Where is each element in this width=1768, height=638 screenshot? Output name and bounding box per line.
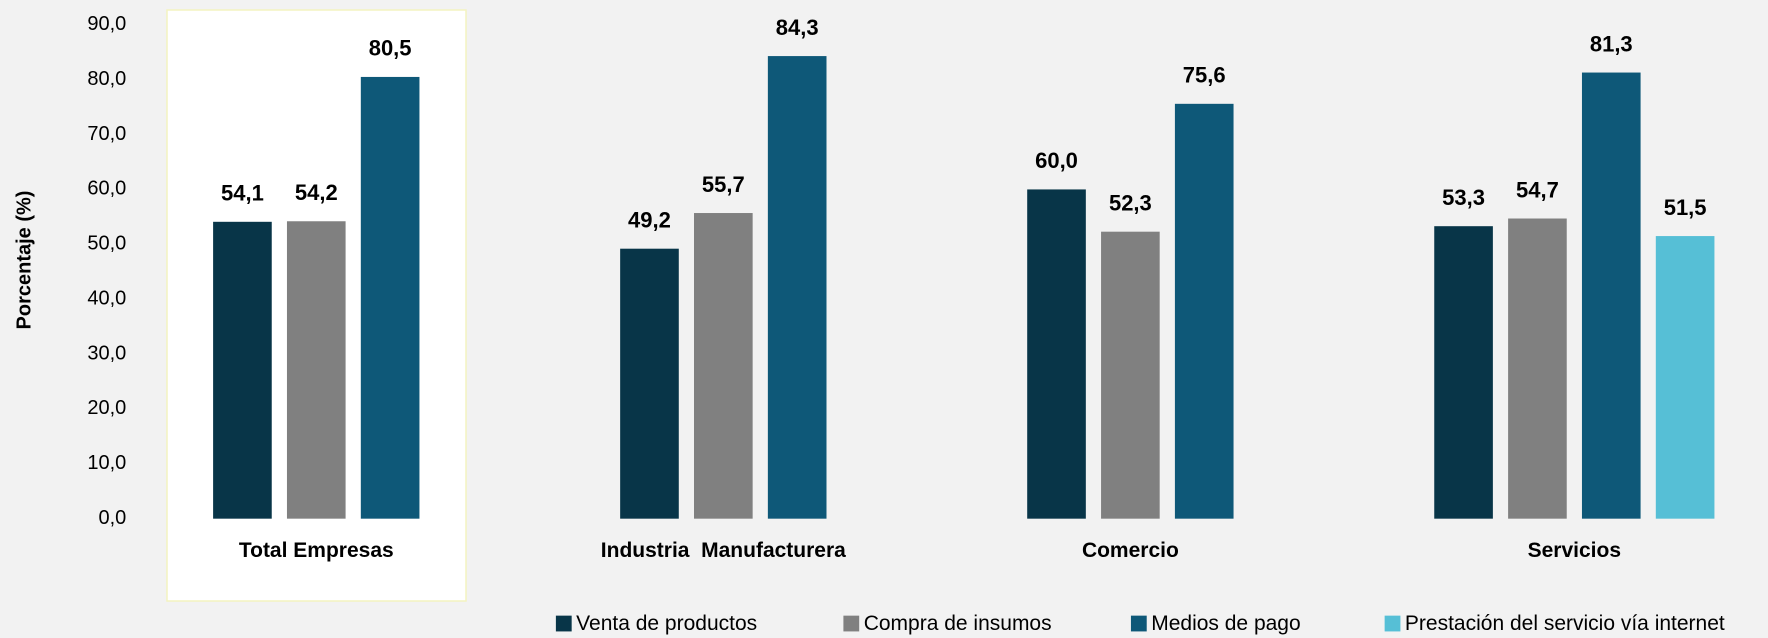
legend-label: Medios de pago [1151,612,1300,635]
value-label: 52,3 [1109,190,1152,215]
bar [1434,226,1493,519]
value-label: 54,7 [1516,177,1559,202]
legend-swatch [843,615,860,632]
legend-label: Prestación del servicio vía internet [1405,612,1725,635]
y-tick-label: 20,0 [87,397,126,419]
x-tick-label: Total Empresas [239,539,394,562]
bar [694,213,753,519]
bar [360,76,420,519]
x-tick-label: Industria Manufacturera [601,539,846,562]
bar [1174,103,1234,519]
x-tick-label: Servicios [1528,539,1621,562]
legend-label: Venta de productos [576,612,757,635]
bar [1655,236,1715,519]
bar [1581,72,1641,519]
value-label: 80,5 [369,36,412,61]
y-tick-label: 60,0 [87,178,126,200]
y-tick-label: 50,0 [87,233,126,255]
bar [286,221,346,519]
legend-swatch [555,615,572,632]
legend-label: Compra de insumos [864,612,1052,635]
y-tick-label: 40,0 [87,287,126,309]
value-label: 54,1 [221,181,264,206]
value-label: 55,7 [702,172,745,197]
bar [1027,189,1086,519]
legend-swatch [1384,615,1401,632]
bar [767,56,827,519]
value-label: 51,5 [1664,195,1707,220]
y-tick-label: 80,0 [87,68,126,90]
y-tick-label: 70,0 [87,123,126,145]
value-label: 60,0 [1035,148,1078,173]
x-tick-label: Comercio [1082,539,1179,562]
legend-swatch [1130,615,1147,632]
bar [213,221,272,519]
y-axis-title: Porcentaje (%) [13,191,35,330]
value-label: 49,2 [628,207,671,232]
value-label: 53,3 [1442,185,1485,210]
y-tick-label: 90,0 [87,13,126,35]
bar [1508,218,1567,519]
bar [620,248,679,519]
y-tick-label: 0,0 [98,507,126,529]
value-label: 75,6 [1183,63,1226,88]
y-tick-label: 10,0 [87,452,126,474]
bar [1101,231,1160,519]
value-label: 81,3 [1590,31,1633,56]
value-label: 84,3 [776,15,819,40]
y-tick-label: 30,0 [87,342,126,364]
value-label: 54,2 [295,180,338,205]
